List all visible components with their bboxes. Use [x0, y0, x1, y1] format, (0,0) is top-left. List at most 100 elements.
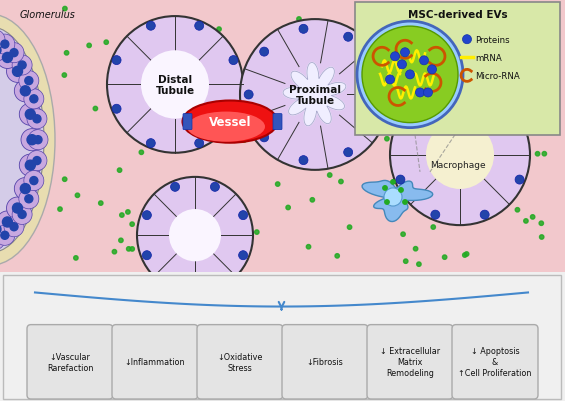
Circle shape: [310, 198, 315, 203]
Ellipse shape: [187, 112, 265, 142]
Circle shape: [210, 183, 219, 192]
Circle shape: [58, 207, 62, 212]
Text: Glomerulus: Glomerulus: [20, 10, 76, 20]
Text: Distal
Tubule: Distal Tubule: [155, 75, 194, 96]
Circle shape: [224, 225, 229, 230]
Circle shape: [7, 61, 28, 83]
Circle shape: [463, 36, 472, 45]
Circle shape: [33, 115, 41, 124]
Circle shape: [390, 85, 530, 225]
Circle shape: [25, 161, 35, 171]
Text: ↓ Apoptosis
&
↑Cell Proliferation: ↓ Apoptosis & ↑Cell Proliferation: [458, 346, 532, 377]
Circle shape: [14, 81, 36, 103]
Circle shape: [27, 109, 47, 130]
Circle shape: [0, 225, 1, 235]
Circle shape: [112, 57, 121, 65]
Ellipse shape: [0, 28, 44, 253]
Circle shape: [506, 123, 511, 127]
Circle shape: [12, 205, 32, 225]
Circle shape: [210, 279, 219, 288]
Circle shape: [536, 152, 540, 156]
Circle shape: [25, 77, 33, 85]
Circle shape: [398, 61, 406, 70]
Circle shape: [195, 87, 200, 92]
Circle shape: [442, 255, 447, 260]
Circle shape: [255, 230, 259, 235]
FancyBboxPatch shape: [27, 325, 113, 399]
Circle shape: [130, 223, 134, 227]
Circle shape: [139, 151, 144, 155]
Circle shape: [339, 180, 343, 184]
Circle shape: [185, 180, 190, 185]
Circle shape: [1, 41, 9, 49]
Circle shape: [20, 184, 31, 194]
Circle shape: [403, 20, 408, 25]
Circle shape: [124, 88, 128, 93]
Circle shape: [229, 57, 238, 65]
Circle shape: [399, 188, 403, 193]
Circle shape: [141, 51, 209, 119]
Circle shape: [243, 71, 247, 75]
Circle shape: [195, 139, 204, 148]
Circle shape: [276, 182, 280, 187]
Circle shape: [480, 91, 489, 100]
Circle shape: [0, 219, 7, 241]
Circle shape: [14, 178, 36, 200]
Circle shape: [335, 254, 340, 258]
Circle shape: [158, 227, 163, 231]
Circle shape: [401, 49, 410, 58]
Circle shape: [464, 252, 469, 257]
FancyBboxPatch shape: [452, 325, 538, 399]
Circle shape: [171, 183, 180, 192]
Circle shape: [328, 173, 332, 178]
Circle shape: [473, 91, 477, 95]
Circle shape: [63, 7, 67, 12]
Circle shape: [238, 211, 247, 220]
Circle shape: [384, 188, 402, 207]
Circle shape: [125, 210, 130, 215]
Circle shape: [33, 157, 41, 165]
Circle shape: [180, 233, 185, 237]
Text: mRNA: mRNA: [475, 54, 502, 63]
Circle shape: [209, 109, 214, 113]
Polygon shape: [283, 63, 346, 126]
Circle shape: [302, 83, 307, 87]
Circle shape: [21, 129, 43, 152]
Circle shape: [2, 53, 12, 63]
Circle shape: [417, 262, 421, 267]
Text: ↓Fibrosis: ↓Fibrosis: [307, 357, 344, 367]
Circle shape: [196, 211, 201, 215]
Circle shape: [426, 121, 494, 190]
Text: ↓ Extracellular
Matrix
Remodeling: ↓ Extracellular Matrix Remodeling: [380, 346, 440, 377]
Circle shape: [171, 279, 180, 288]
Circle shape: [385, 137, 389, 142]
Circle shape: [531, 73, 536, 78]
Circle shape: [107, 17, 243, 154]
Circle shape: [373, 68, 382, 77]
Circle shape: [128, 94, 132, 99]
Circle shape: [354, 123, 359, 127]
Circle shape: [112, 250, 116, 254]
Circle shape: [24, 89, 44, 109]
Circle shape: [431, 211, 440, 220]
Circle shape: [247, 111, 251, 116]
Circle shape: [436, 213, 441, 217]
Circle shape: [27, 136, 37, 145]
FancyBboxPatch shape: [112, 325, 198, 399]
Text: ↓Oxidative
Stress: ↓Oxidative Stress: [218, 352, 263, 372]
Circle shape: [424, 89, 432, 98]
Circle shape: [0, 30, 5, 51]
Circle shape: [381, 127, 386, 132]
Circle shape: [371, 40, 376, 44]
Circle shape: [197, 264, 201, 269]
Circle shape: [244, 91, 248, 96]
Circle shape: [403, 259, 408, 264]
Circle shape: [390, 53, 399, 62]
Circle shape: [431, 225, 436, 230]
Text: Proximal
Tubule: Proximal Tubule: [289, 85, 341, 106]
Circle shape: [515, 126, 524, 135]
Circle shape: [62, 74, 67, 78]
Circle shape: [19, 104, 41, 126]
Circle shape: [524, 219, 528, 224]
Circle shape: [242, 138, 246, 143]
